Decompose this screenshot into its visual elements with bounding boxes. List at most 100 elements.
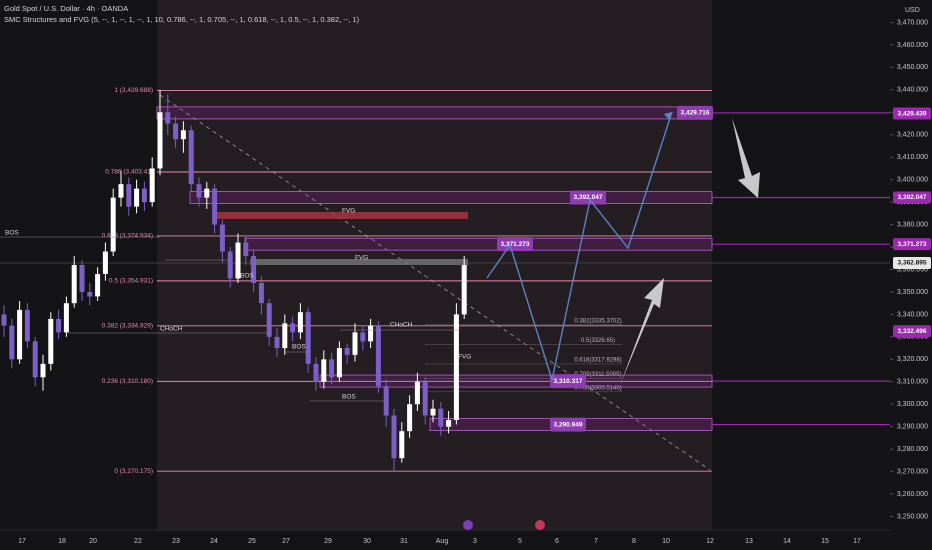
y-tick-label: 3,400.000 xyxy=(897,177,928,184)
candle-body xyxy=(407,404,413,432)
candle-body xyxy=(196,184,202,198)
candle-body xyxy=(297,312,303,333)
annotation: CHoCH xyxy=(160,326,183,333)
y-tick-label: 3,460.000 xyxy=(897,42,928,49)
candle-body xyxy=(9,325,15,360)
y-tick-label: 3,310.000 xyxy=(897,379,928,386)
indicator-title: SMC Structures and FVG (5, --, 1, --, 1,… xyxy=(4,15,360,24)
price-tag xyxy=(893,238,931,251)
y-tick-label: 3,260.000 xyxy=(897,491,928,498)
candle-body xyxy=(461,265,467,315)
candle-body xyxy=(149,168,155,203)
y-tick-label: 3,340.000 xyxy=(897,311,928,318)
price-tag xyxy=(893,256,931,269)
price-tag xyxy=(893,325,931,338)
y-tick-label: 3,280.000 xyxy=(897,446,928,453)
x-tick-label: 8 xyxy=(632,538,636,545)
zone-label: 3,310.317 xyxy=(554,378,583,385)
candle-body xyxy=(438,408,444,427)
zone-tag xyxy=(550,374,586,389)
candle-body xyxy=(321,359,327,382)
y-tick-label: 3,450.000 xyxy=(897,64,928,71)
candle-body xyxy=(414,381,420,405)
zone xyxy=(156,106,713,120)
candle-body xyxy=(204,188,210,198)
candle-body xyxy=(1,314,7,326)
candle-body xyxy=(40,363,46,378)
candle-body xyxy=(430,408,436,416)
price-axis xyxy=(890,0,932,550)
x-tick-label: 31 xyxy=(400,538,408,545)
annotation: BOS xyxy=(240,273,254,280)
x-tick-label: 18 xyxy=(58,538,66,545)
fib-label: 0.236 (3,310.180) xyxy=(102,378,153,385)
candle-body xyxy=(95,273,101,297)
candle-body xyxy=(212,188,218,225)
candle-body xyxy=(48,318,54,364)
price-tag-label: 3,392.047 xyxy=(898,194,927,201)
x-tick-label: 30 xyxy=(363,538,371,545)
candle-body xyxy=(282,323,288,349)
x-tick-label: Aug xyxy=(436,538,449,545)
candle-body xyxy=(313,363,319,382)
trend-line xyxy=(159,94,711,471)
x-tick-label: 23 xyxy=(172,538,180,545)
zone xyxy=(189,191,713,204)
y-tick-label: 3,320.000 xyxy=(897,356,928,363)
candle-body xyxy=(56,318,62,333)
x-tick-label: 12 xyxy=(706,538,714,545)
x-tick-label: 24 xyxy=(210,538,218,545)
price-tag-label: 3,332.496 xyxy=(898,328,927,335)
candle-body xyxy=(399,431,405,459)
candle-body xyxy=(446,419,452,427)
price-tag-label: 3,429.439 xyxy=(898,110,927,117)
candle-body xyxy=(134,188,140,207)
x-tick-label: 5 xyxy=(518,538,522,545)
y-tick-label: 3,360.000 xyxy=(897,266,928,273)
up-arrow xyxy=(620,278,664,385)
fib-label: 0.5 (3,354.931) xyxy=(109,278,153,285)
mini-fib-label: 0.786(3305.5146) xyxy=(574,385,621,391)
candle-body xyxy=(375,325,381,387)
candle-body xyxy=(266,303,272,337)
y-tick-label: 3,300.000 xyxy=(897,401,928,408)
fib-label: 0.382 (3,334.929) xyxy=(102,323,153,330)
candle-body xyxy=(32,341,38,378)
candle-body xyxy=(336,348,342,378)
y-tick-label: 3,470.000 xyxy=(897,19,928,26)
candle-body xyxy=(453,314,459,420)
candle-body xyxy=(102,251,108,274)
y-tick-label: 3,290.000 xyxy=(897,424,928,431)
candle-body xyxy=(110,197,116,252)
x-tick-label: 14 xyxy=(783,538,791,545)
symbol-title: Gold Spot / U.S. Dollar · 4h · OANDA xyxy=(4,4,128,13)
x-tick-label: 10 xyxy=(662,538,670,545)
candle-body xyxy=(243,242,249,257)
price-tag xyxy=(893,191,931,204)
zone-tag xyxy=(570,190,606,205)
annotation: BOS xyxy=(292,344,306,351)
price-tag xyxy=(893,107,931,120)
candle-body xyxy=(227,251,233,279)
candle-body xyxy=(368,325,374,342)
event-icon[interactable] xyxy=(463,520,473,530)
y-tick-label: 3,420.000 xyxy=(897,132,928,139)
x-tick-label: 22 xyxy=(134,538,142,545)
candle-body xyxy=(422,381,428,416)
candle-body xyxy=(258,282,264,304)
x-tick-label: 29 xyxy=(324,538,332,545)
candle-body xyxy=(360,332,366,342)
fib-label: 0 (3,270.175) xyxy=(114,468,153,475)
candle-body xyxy=(165,112,171,124)
candle-body xyxy=(79,265,85,292)
mini-fib-label: 0.618(3317.9298) xyxy=(574,358,621,364)
fib-label: 1 (3,439.688) xyxy=(114,87,153,94)
price-tag-label: 3,362.895 xyxy=(898,260,927,267)
event-icon[interactable] xyxy=(535,520,545,530)
candle-body xyxy=(383,386,389,416)
projection-arrow-head xyxy=(664,112,672,120)
candle-body xyxy=(391,415,397,459)
price-tag-label: 3,371.273 xyxy=(898,241,927,248)
annotation: FVG xyxy=(355,255,368,262)
